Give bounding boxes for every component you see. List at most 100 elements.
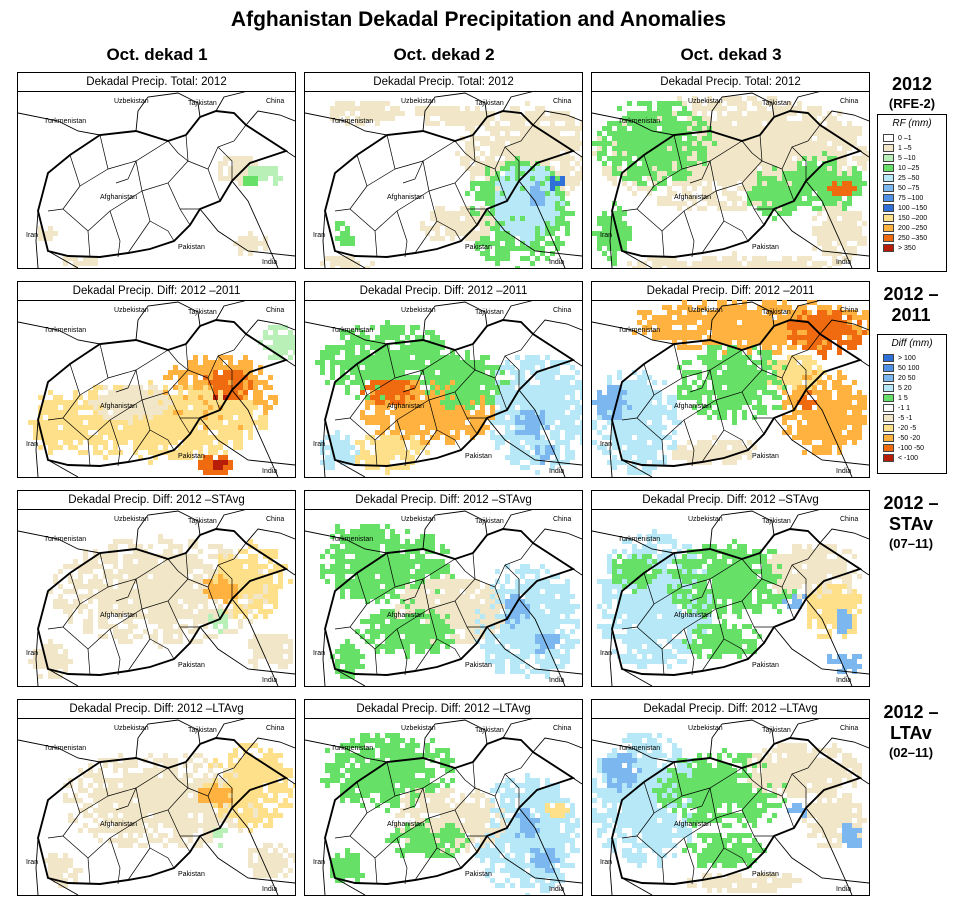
country-label-china: China xyxy=(840,307,858,314)
country-label-pakistan: Pakistan xyxy=(752,244,779,251)
panel-title: Dekadal Precip. Diff: 2012 –2011 xyxy=(592,282,869,301)
legend-label: 0 –1 xyxy=(898,134,912,142)
precipitation-map: Uzbekistan Tajikistan China Turkmenistan Afg… xyxy=(305,718,582,895)
country-label-turkmenistan: Turkmenistan xyxy=(331,536,373,543)
row-label-ltavg: 2012 –LTAv (02–11) xyxy=(876,702,946,761)
country-label-turkmenistan: Turkmenistan xyxy=(618,745,660,752)
country-label-uzbekistan: Uzbekistan xyxy=(688,98,723,105)
legend-difference: Diff (mm) > 100 50 100 20 50 5 20 1 5 -1 1 -5 … xyxy=(877,334,947,474)
map-panel-r1-c3: Dekadal Precip. Total: 2012 Uzbekistan Taj… xyxy=(591,72,870,269)
country-label-iran: Iran xyxy=(313,650,325,657)
legend-label: < -100 xyxy=(898,454,919,462)
precipitation-map: Uzbekistan Tajikistan China Turkmenistan Afg… xyxy=(305,300,582,477)
legend-swatch xyxy=(883,424,894,432)
country-label-india: India xyxy=(836,259,851,266)
country-label-tajikistan: Tajikistan xyxy=(188,727,217,734)
legend-swatch xyxy=(883,394,894,402)
country-label-tajikistan: Tajikistan xyxy=(188,309,217,316)
country-label-afghanistan: Afghanistan xyxy=(387,194,424,201)
panel-title: Dekadal Precip. Diff: 2012 –LTAvg xyxy=(592,700,869,719)
row-label-sub: (07–11) xyxy=(888,536,934,551)
country-label-tajikistan: Tajikistan xyxy=(475,100,504,107)
legend-item: 250 –350 xyxy=(883,233,946,243)
legend-swatch xyxy=(883,384,894,392)
column-header-dekad-2: Oct. dekad 2 xyxy=(393,45,495,64)
country-label-afghanistan: Afghanistan xyxy=(387,612,424,619)
legend-item: 0 –1 xyxy=(883,133,946,143)
country-label-india: India xyxy=(262,259,277,266)
legend-item: 75 –100 xyxy=(883,193,946,203)
country-label-pakistan: Pakistan xyxy=(178,453,205,460)
country-label-china: China xyxy=(266,725,284,732)
country-label-tajikistan: Tajikistan xyxy=(475,309,504,316)
country-label-india: India xyxy=(262,468,277,475)
map-panel-r4-c1: Dekadal Precip. Diff: 2012 –LTAvg Uzbekis… xyxy=(17,699,296,896)
country-label-tajikistan: Tajikistan xyxy=(475,518,504,525)
legend-item: 20 50 xyxy=(883,373,946,383)
precipitation-map: Uzbekistan Tajikistan China Turkmenistan Afg… xyxy=(18,91,295,268)
panel-title: Dekadal Precip. Total: 2012 xyxy=(305,73,582,92)
country-label-india: India xyxy=(549,886,564,893)
country-label-afghanistan: Afghanistan xyxy=(100,612,137,619)
legend-swatch xyxy=(883,214,894,222)
panel-title: Dekadal Precip. Diff: 2012 –LTAvg xyxy=(18,700,295,719)
row-label-main: 2012 –STAv xyxy=(883,493,939,534)
legend-swatch xyxy=(883,414,894,422)
legend-swatch xyxy=(883,374,894,382)
legend-item: > 350 xyxy=(883,243,946,253)
legend-label: -5 -1 xyxy=(898,414,913,422)
row-label-stavg: 2012 –STAv (07–11) xyxy=(876,493,946,552)
country-label-tajikistan: Tajikistan xyxy=(762,100,791,107)
panel-title: Dekadal Precip. Diff: 2012 –STAvg xyxy=(305,491,582,510)
map-panel-r2-c2: Dekadal Precip. Diff: 2012 –2011 Uzbekist… xyxy=(304,281,583,478)
country-label-turkmenistan: Turkmenistan xyxy=(331,327,373,334)
legend-label: > 100 xyxy=(898,354,916,362)
country-label-uzbekistan: Uzbekistan xyxy=(114,98,149,105)
row-label-2011: 2012 –2011 xyxy=(876,284,946,326)
legend-title: RF (mm) xyxy=(892,118,932,129)
legend-item: 25 –50 xyxy=(883,173,946,183)
map-panel-r3-c2: Dekadal Precip. Diff: 2012 –STAvg Uzbekis… xyxy=(304,490,583,687)
column-header-dekad-1: Oct. dekad 1 xyxy=(106,45,208,64)
precipitation-map: Uzbekistan Tajikistan China Turkmenistan Afg… xyxy=(18,509,295,686)
legend-item: 50 100 xyxy=(883,363,946,373)
panel-title: Dekadal Precip. Diff: 2012 –STAvg xyxy=(18,491,295,510)
legend-swatch xyxy=(883,234,894,242)
country-label-afghanistan: Afghanistan xyxy=(674,403,711,410)
country-label-tajikistan: Tajikistan xyxy=(762,727,791,734)
country-label-tajikistan: Tajikistan xyxy=(762,309,791,316)
country-label-china: China xyxy=(553,516,571,523)
country-label-uzbekistan: Uzbekistan xyxy=(401,516,436,523)
country-label-afghanistan: Afghanistan xyxy=(387,403,424,410)
country-label-uzbekistan: Uzbekistan xyxy=(114,725,149,732)
legend-item: 200 –250 xyxy=(883,223,946,233)
legend-swatch xyxy=(883,164,894,172)
country-label-afghanistan: Afghanistan xyxy=(674,612,711,619)
legend-swatch xyxy=(883,404,894,412)
country-label-uzbekistan: Uzbekistan xyxy=(688,516,723,523)
panel-title: Dekadal Precip. Diff: 2012 –STAvg xyxy=(592,491,869,510)
country-label-india: India xyxy=(549,259,564,266)
country-label-uzbekistan: Uzbekistan xyxy=(401,98,436,105)
country-label-iran: Iran xyxy=(313,859,325,866)
country-label-iran: Iran xyxy=(26,441,38,448)
legend-label: 20 50 xyxy=(898,374,916,382)
legend-swatch xyxy=(883,154,894,162)
country-label-china: China xyxy=(553,98,571,105)
legend-item: 50 –75 xyxy=(883,183,946,193)
country-label-uzbekistan: Uzbekistan xyxy=(114,307,149,314)
legend-swatch xyxy=(883,364,894,372)
country-label-turkmenistan: Turkmenistan xyxy=(44,745,86,752)
row-label-main: 2012 –LTAv xyxy=(883,702,939,743)
country-label-uzbekistan: Uzbekistan xyxy=(114,516,149,523)
country-label-uzbekistan: Uzbekistan xyxy=(688,307,723,314)
legend-swatch xyxy=(883,144,894,152)
country-label-turkmenistan: Turkmenistan xyxy=(331,118,373,125)
country-label-turkmenistan: Turkmenistan xyxy=(618,118,660,125)
map-panel-r3-c3: Dekadal Precip. Diff: 2012 –STAvg Uzbekis… xyxy=(591,490,870,687)
country-label-afghanistan: Afghanistan xyxy=(100,194,137,201)
country-label-china: China xyxy=(266,307,284,314)
legend-swatch xyxy=(883,174,894,182)
country-label-china: China xyxy=(840,725,858,732)
country-label-afghanistan: Afghanistan xyxy=(674,194,711,201)
